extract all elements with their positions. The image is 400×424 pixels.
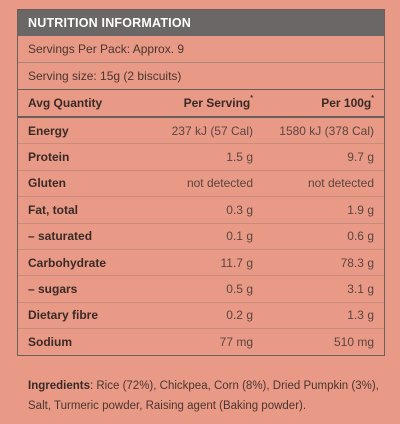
header-per-100g: Per 100g* <box>253 90 384 118</box>
table-row: Fat, total 0.3 g 1.9 g <box>18 196 384 224</box>
row-label: – saturated <box>18 223 138 250</box>
per-100g-value: 78.3 g <box>253 249 384 277</box>
table-row: – sugars 0.5 g 3.1 g <box>18 275 384 303</box>
serving-size: Serving size: 15g (2 biscuits) <box>18 63 384 90</box>
ingredients-text: : Rice (72%), Chickpea, Corn (8%), Dried… <box>28 380 379 412</box>
per-serving-value: 1.5 g <box>138 143 253 171</box>
per-serving-value: 237 kJ (57 Cal) <box>138 117 253 145</box>
table-row: Sodium 77 mg 510 mg <box>18 329 384 355</box>
per-100g-value: 1.9 g <box>253 196 384 224</box>
table-row: Gluten not detected not detected <box>18 170 384 198</box>
table-row: – saturated 0.1 g 0.6 g <box>18 223 384 250</box>
per-serving-value: 0.2 g <box>138 302 253 330</box>
row-label: Energy <box>18 117 138 145</box>
panel-title: NUTRITION INFORMATION <box>18 10 384 36</box>
table-row: Dietary fibre 0.2 g 1.3 g <box>18 302 384 330</box>
per-serving-value: 11.7 g <box>138 249 253 277</box>
row-label: Sodium <box>28 334 72 349</box>
per-serving-value: 0.3 g <box>138 196 253 224</box>
row-label: Fat, total <box>18 196 138 224</box>
row-label: Gluten <box>18 170 138 198</box>
header-per-serving-label: Per Serving <box>183 96 251 110</box>
per-100g-value: 510 mg <box>333 334 374 349</box>
table-header-row: Avg Quantity Per Serving* Per 100g* <box>18 90 384 118</box>
table-row: Carbohydrate 11.7 g 78.3 g <box>18 249 384 277</box>
row-label: Carbohydrate <box>18 249 138 277</box>
per-100g-value: 1580 kJ (378 Cal) <box>253 117 384 145</box>
table-row: Energy 237 kJ (57 Cal) 1580 kJ (378 Cal) <box>18 117 384 145</box>
table-row: Protein 1.5 g 9.7 g <box>18 143 384 171</box>
row-label: Protein <box>18 143 138 171</box>
header-per-serving: Per Serving* <box>138 90 253 118</box>
header-per-100g-label: Per 100g <box>321 96 372 110</box>
asterisk-marker: * <box>371 95 374 102</box>
per-serving-value: 77 mg <box>219 334 253 349</box>
per-100g-value: 3.1 g <box>253 275 384 303</box>
per-100g-value: 1.3 g <box>253 302 384 330</box>
nutrition-table: Avg Quantity Per Serving* Per 100g* Ener… <box>18 90 384 355</box>
nutrition-panel: NUTRITION INFORMATION Servings Per Pack:… <box>17 9 385 356</box>
per-serving-value: 0.1 g <box>138 223 253 250</box>
ingredients-label: Ingredients <box>28 380 90 392</box>
per-100g-value: not detected <box>253 170 384 198</box>
row-label: – sugars <box>18 275 138 303</box>
servings-per-pack: Servings Per Pack: Approx. 9 <box>18 36 384 63</box>
per-serving-value: 0.5 g <box>138 275 253 303</box>
ingredients-statement: Ingredients: Rice (72%), Chickpea, Corn … <box>28 376 388 416</box>
asterisk-marker: * <box>250 95 253 102</box>
header-avg-quantity: Avg Quantity <box>18 90 138 118</box>
row-label: Dietary fibre <box>18 302 138 330</box>
per-serving-value: not detected <box>138 170 253 198</box>
per-100g-value: 0.6 g <box>253 223 384 250</box>
per-100g-value: 9.7 g <box>253 143 384 171</box>
